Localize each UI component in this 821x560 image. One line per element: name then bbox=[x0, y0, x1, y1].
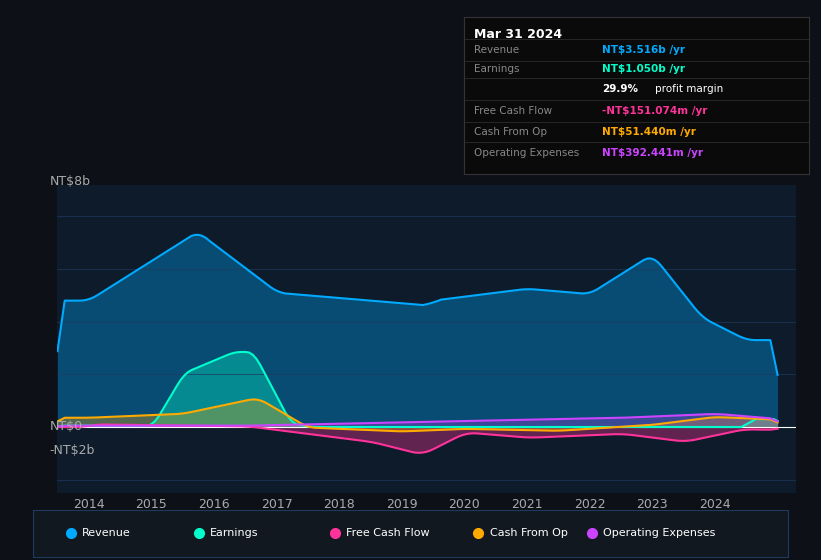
Text: Earnings: Earnings bbox=[475, 64, 520, 74]
Text: Mar 31 2024: Mar 31 2024 bbox=[475, 28, 562, 41]
Text: Earnings: Earnings bbox=[210, 529, 259, 538]
Text: Free Cash Flow: Free Cash Flow bbox=[475, 106, 553, 116]
Text: NT$392.441m /yr: NT$392.441m /yr bbox=[602, 148, 703, 158]
Text: Operating Expenses: Operating Expenses bbox=[475, 148, 580, 158]
Text: Free Cash Flow: Free Cash Flow bbox=[346, 529, 430, 538]
Text: NT$0: NT$0 bbox=[49, 421, 82, 433]
Text: NT$1.050b /yr: NT$1.050b /yr bbox=[602, 64, 685, 74]
Text: NT$3.516b /yr: NT$3.516b /yr bbox=[602, 45, 685, 55]
Text: NT$8b: NT$8b bbox=[49, 175, 90, 188]
Text: Cash From Op: Cash From Op bbox=[490, 529, 567, 538]
Text: Revenue: Revenue bbox=[82, 529, 131, 538]
Text: -NT$151.074m /yr: -NT$151.074m /yr bbox=[602, 106, 707, 116]
Text: -NT$2b: -NT$2b bbox=[49, 444, 94, 456]
Text: Operating Expenses: Operating Expenses bbox=[603, 529, 715, 538]
Text: NT$51.440m /yr: NT$51.440m /yr bbox=[602, 127, 695, 137]
Text: Revenue: Revenue bbox=[475, 45, 520, 55]
Text: 29.9%: 29.9% bbox=[602, 84, 638, 94]
Text: profit margin: profit margin bbox=[655, 84, 723, 94]
Text: Cash From Op: Cash From Op bbox=[475, 127, 548, 137]
